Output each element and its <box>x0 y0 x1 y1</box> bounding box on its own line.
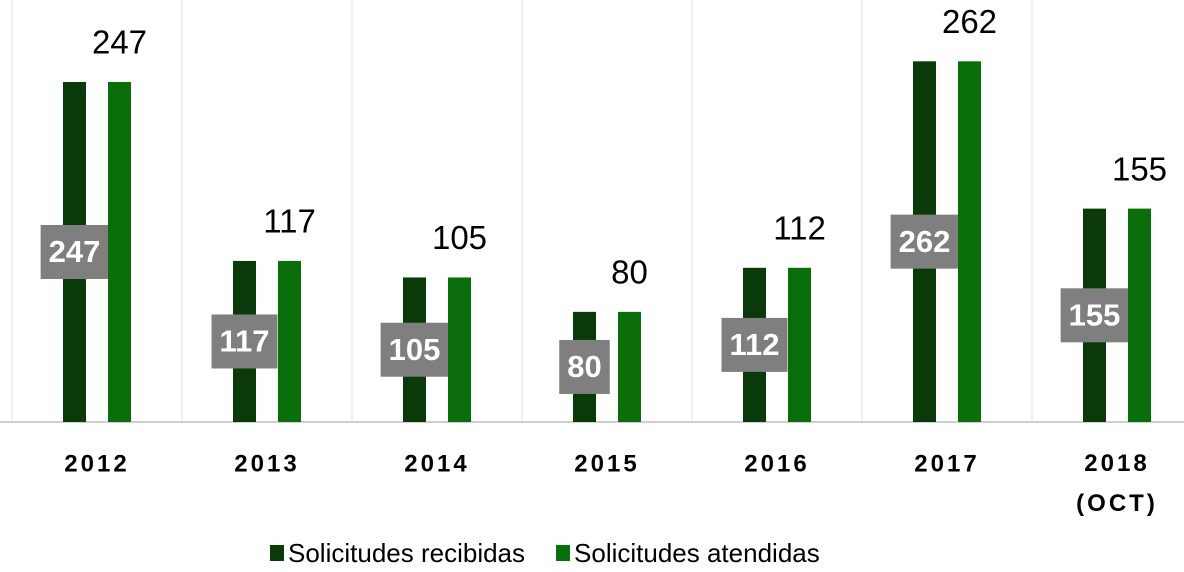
bar <box>958 61 981 423</box>
value-label-box: 247 <box>40 224 109 279</box>
value-label-box: 117 <box>211 314 278 369</box>
x-tick-label: 2018 (OCT) <box>1076 450 1158 517</box>
x-tick-label-line: 2018 <box>1084 450 1149 477</box>
value-label: 262 <box>899 224 951 259</box>
x-tick-label: 2016 <box>744 450 809 477</box>
value-label: 105 <box>432 219 487 256</box>
value-label-box: 262 <box>890 214 959 269</box>
value-label: 262 <box>942 3 997 40</box>
value-label: 117 <box>219 324 269 359</box>
value-label: 155 <box>1069 297 1121 332</box>
label-box <box>40 224 109 279</box>
value-label: 112 <box>773 210 826 247</box>
value-label-box: 80 <box>559 339 610 394</box>
value-label: 247 <box>49 234 101 269</box>
value-label-box: 112 <box>721 317 788 372</box>
value-label: 247 <box>92 24 147 61</box>
x-tick-label: 2014 <box>404 450 469 477</box>
value-label: 117 <box>263 203 316 240</box>
x-tick-label: 2015 <box>574 450 639 477</box>
legend-label: Solicitudes atendidas <box>574 538 820 568</box>
x-tick-label: 2012 <box>64 450 129 477</box>
x-tick-label-line: (OCT) <box>1076 490 1158 517</box>
value-label: 80 <box>611 254 648 291</box>
bar <box>1128 208 1151 422</box>
value-label: 105 <box>389 332 441 367</box>
bar <box>448 277 471 422</box>
x-tick-label: 2013 <box>234 450 299 477</box>
legend-swatch <box>556 545 571 561</box>
legend-label: Solicitudes recibidas <box>288 538 525 568</box>
label-box <box>211 314 278 369</box>
label-box <box>380 322 449 377</box>
value-label-box: 155 <box>1060 288 1129 343</box>
value-label: 112 <box>729 327 779 362</box>
x-tick-label: 2017 <box>914 450 979 477</box>
bar <box>788 267 811 422</box>
label-box <box>721 317 788 372</box>
bar <box>618 311 641 422</box>
bar <box>108 81 131 423</box>
legend-swatch <box>270 545 284 561</box>
value-label: 155 <box>1112 150 1167 187</box>
label-box <box>1060 288 1129 343</box>
bar <box>278 260 301 422</box>
value-label-box: 105 <box>380 322 449 377</box>
label-box <box>559 339 610 394</box>
value-label: 80 <box>567 349 601 384</box>
label-box <box>890 214 959 269</box>
